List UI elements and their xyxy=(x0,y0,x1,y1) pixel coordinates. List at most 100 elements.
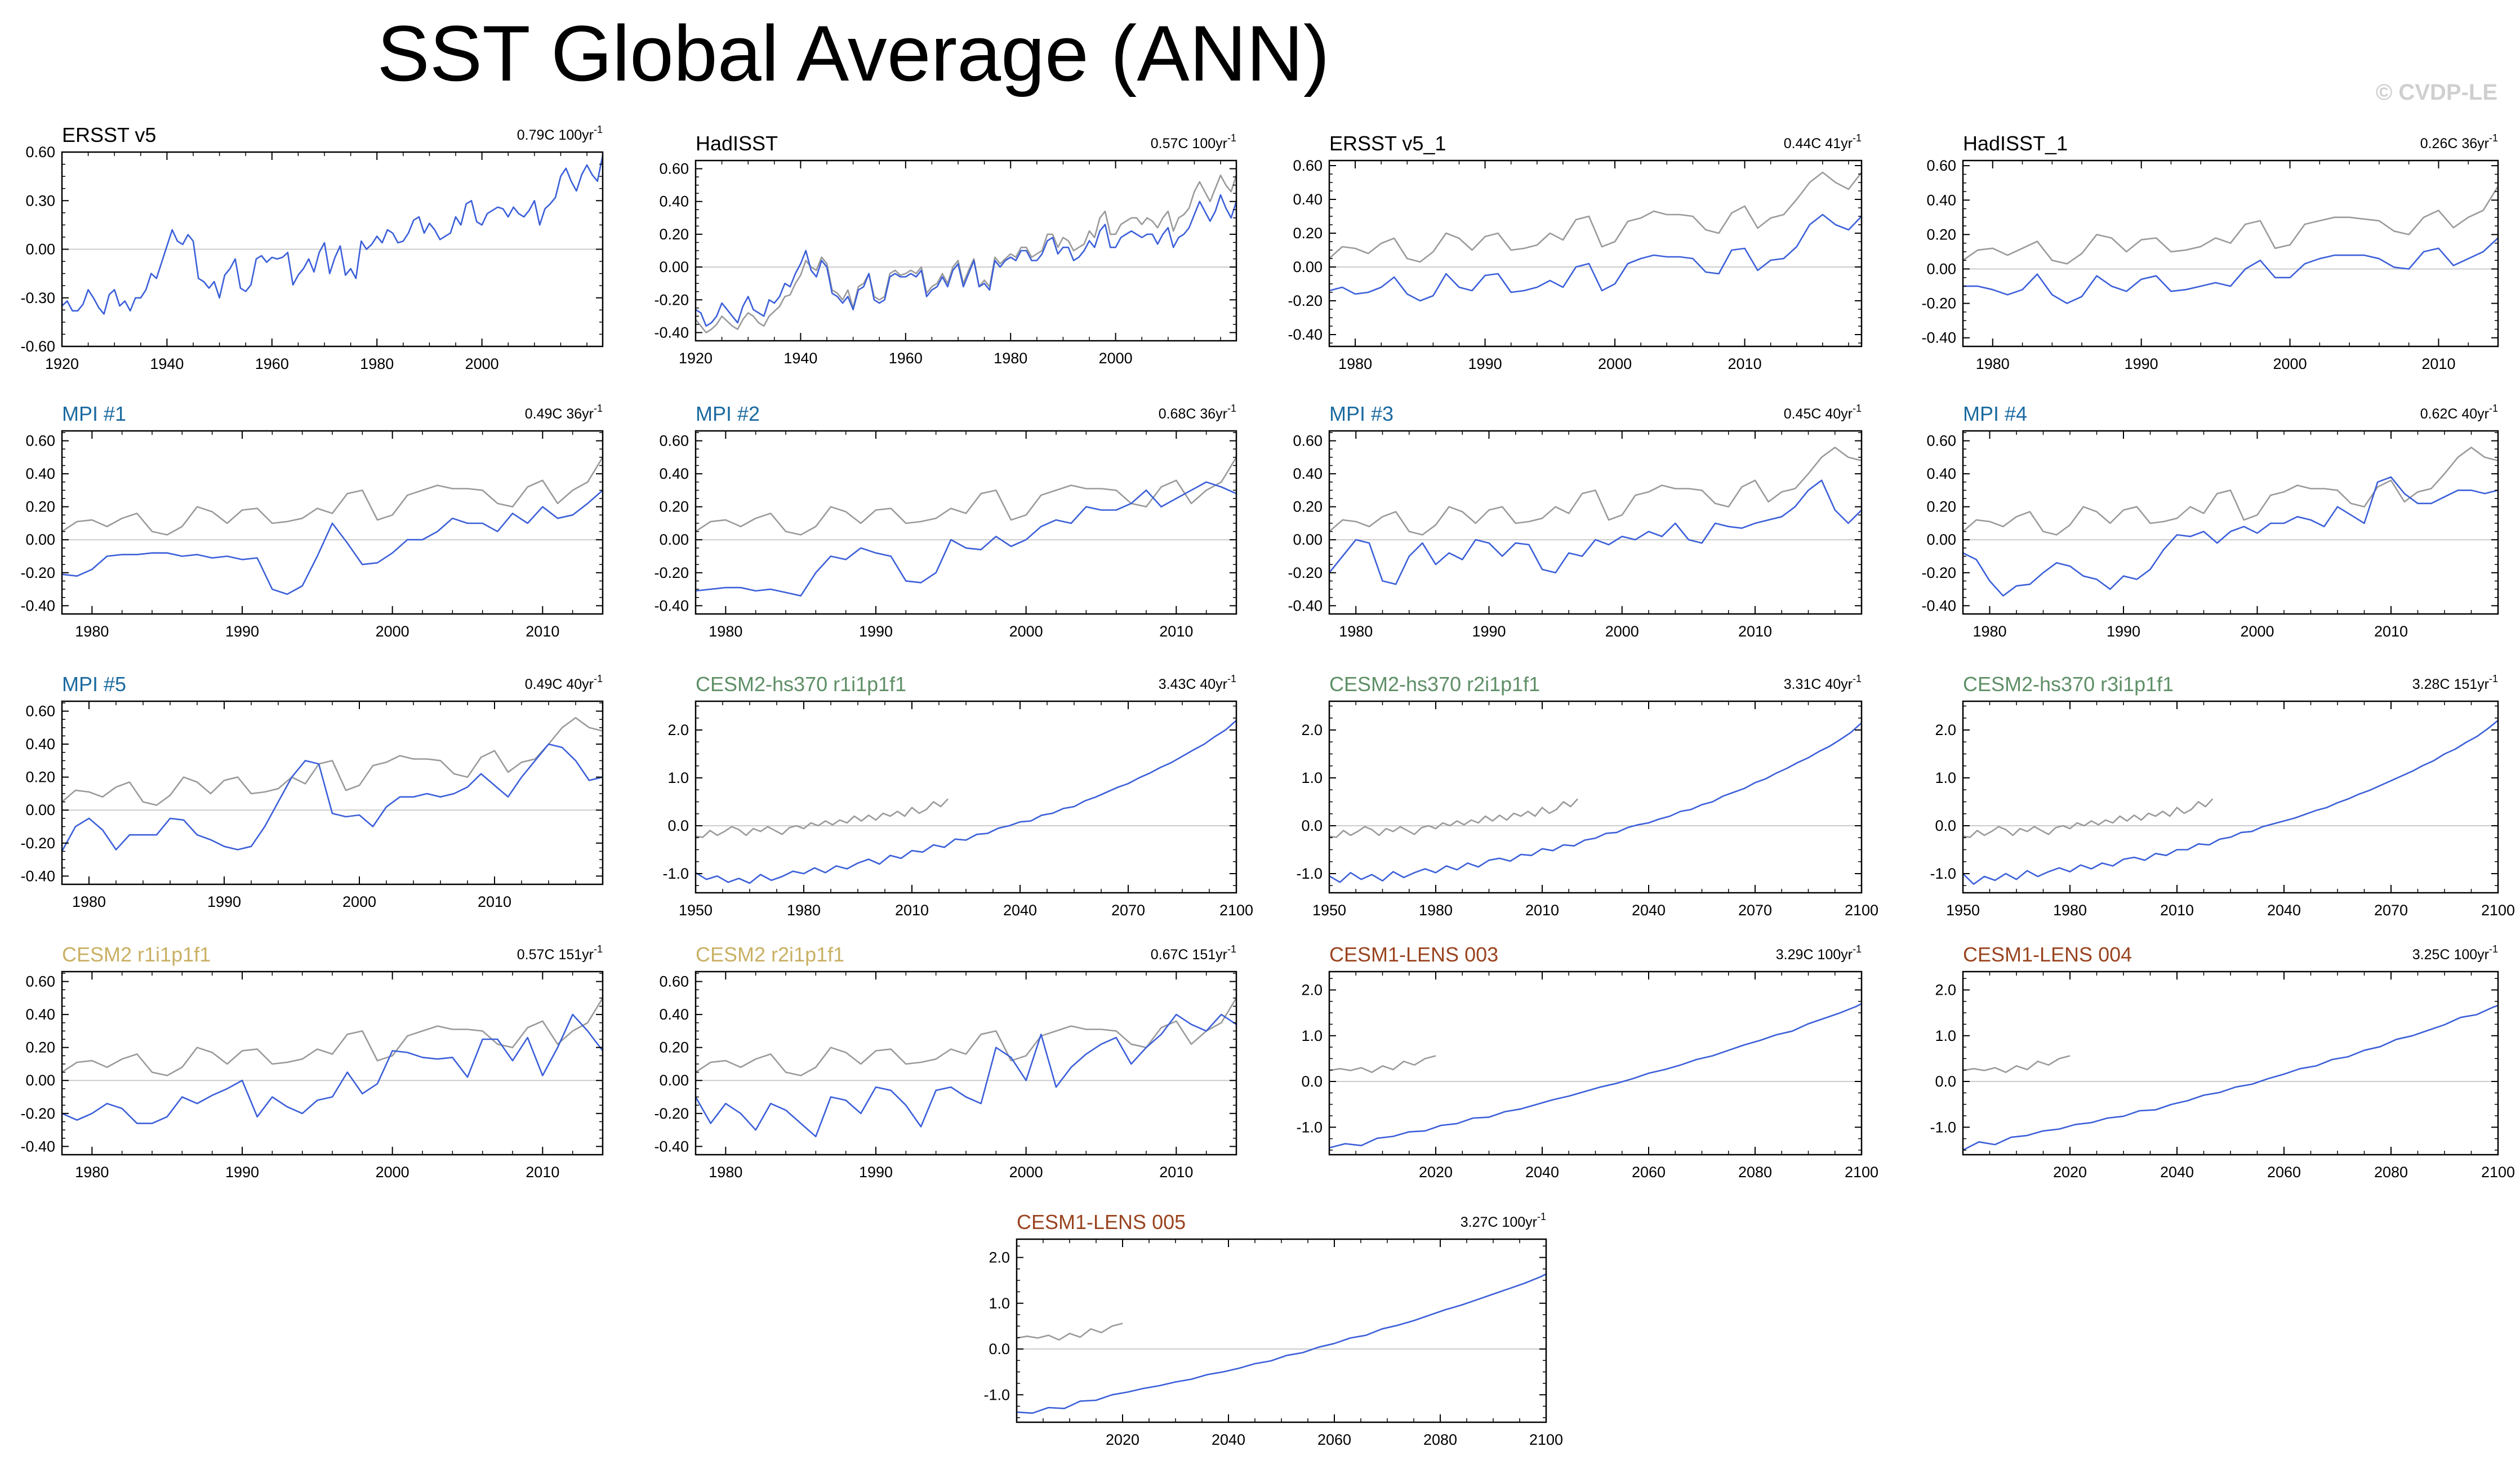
y-tick-label: -0.40 xyxy=(1288,597,1323,614)
trend-label: 0.68C 36yr-1 xyxy=(1159,403,1236,422)
y-tick-label: 0.20 xyxy=(25,1039,55,1056)
y-tick-label: -1.0 xyxy=(983,1386,1010,1403)
panel-title: MPI #5 xyxy=(62,673,126,696)
panel-ersst-v5: ERSST v5 0.79C 100yr-1 0.60 0.30 0.00 -0.30 -0… xyxy=(20,123,604,372)
y-tick-label: 0.00 xyxy=(1293,531,1323,548)
panel-mpi-2: MPI #2 0.68C 36yr-1 0.60 0.40 0.20 0.00 -0.20 -… xyxy=(654,402,1237,640)
y-tick-label: 0.60 xyxy=(25,433,55,449)
y-tick-label: 0.0 xyxy=(1301,1073,1323,1090)
panel-title: CESM2-hs370 r2i1p1f1 xyxy=(1329,673,1540,696)
y-tick-label: 0.20 xyxy=(659,498,689,515)
x-tick-label: 1980 xyxy=(2053,902,2087,919)
y-tick-label: 0.40 xyxy=(659,193,689,210)
x-tick-label: 2100 xyxy=(1529,1431,1563,1448)
x-tick-label: 2000 xyxy=(1598,355,1632,372)
y-tick-label: 1.0 xyxy=(1301,1027,1323,1044)
trend-label: 0.26C 36yr-1 xyxy=(2420,132,2498,152)
panel-cesm2-hs370-r1i1p1f1: CESM2-hs370 r1i1p1f1 3.43C 40yr-1 2.0 1.0 0.… xyxy=(662,673,1253,919)
y-tick-label: 2.0 xyxy=(1935,722,1956,738)
x-tick-label: 2040 xyxy=(2160,1164,2194,1181)
x-tick-label: 2080 xyxy=(2374,1164,2408,1181)
y-tick-label: 0.00 xyxy=(659,531,689,548)
y-tick-label: -0.40 xyxy=(1288,326,1323,343)
y-tick-label: 0.40 xyxy=(25,465,55,482)
x-tick-label: 1980 xyxy=(709,623,742,640)
y-tick-label: 0.60 xyxy=(659,433,689,449)
y-tick-label: 0.40 xyxy=(25,736,55,753)
x-tick-label: 1980 xyxy=(787,902,821,919)
x-tick-label: 2010 xyxy=(1159,623,1193,640)
series-line-primary xyxy=(1329,1003,1862,1149)
panel-mpi-4: MPI #4 0.62C 40yr-1 0.60 0.40 0.20 0.00 -0.20 -… xyxy=(1921,402,2499,640)
y-tick-label: -0.20 xyxy=(654,291,689,308)
panel-title: CESM1-LENS 004 xyxy=(1963,943,2132,966)
y-tick-label: -0.20 xyxy=(1921,564,1956,581)
y-tick-label: -1.0 xyxy=(1296,1119,1323,1136)
x-tick-label: 2060 xyxy=(1317,1431,1351,1448)
x-tick-label: 1950 xyxy=(1946,902,1980,919)
panel-mpi-3: MPI #3 0.45C 40yr-1 0.60 0.40 0.20 0.00 -0.20 -… xyxy=(1288,402,1863,640)
series-line-primary xyxy=(61,155,604,315)
x-tick-label: 1990 xyxy=(1468,355,1502,372)
trend-label: 3.28C 151yr-1 xyxy=(2412,673,2498,692)
plot-frame xyxy=(694,700,1237,894)
panel-cesm2-r2i1p1f1: CESM2 r2i1p1f1 0.67C 151yr-1 0.60 0.40 0.20 0… xyxy=(654,943,1237,1181)
y-tick-label: -0.30 xyxy=(20,290,55,306)
x-tick-label: 1980 xyxy=(1339,623,1373,640)
y-tick-label: -0.40 xyxy=(1921,597,1956,614)
y-tick-label: 0.00 xyxy=(659,259,689,275)
series-line-reference xyxy=(695,998,1237,1076)
y-tick-label: -1.0 xyxy=(1930,865,1956,882)
y-tick-label: 1.0 xyxy=(1301,769,1323,786)
panel-title: CESM2 r1i1p1f1 xyxy=(62,943,211,966)
x-tick-label: 1990 xyxy=(2107,623,2140,640)
plot-frame xyxy=(1328,159,1863,348)
y-tick-label: 0.20 xyxy=(1293,498,1323,515)
x-tick-label: 2000 xyxy=(1605,623,1639,640)
x-tick-label: 1980 xyxy=(75,1164,109,1181)
y-tick-label: 0.0 xyxy=(1935,1073,1956,1090)
plot-frame xyxy=(694,159,1237,342)
x-tick-label: 2100 xyxy=(1845,1164,1878,1181)
x-tick-label: 1980 xyxy=(360,355,394,372)
x-tick-label: 2040 xyxy=(1003,902,1037,919)
y-tick-label: -1.0 xyxy=(662,865,689,882)
trend-label: 3.25C 100yr-1 xyxy=(2412,943,2498,963)
x-tick-label: 2000 xyxy=(1099,350,1133,367)
y-tick-label: 0.0 xyxy=(1935,817,1956,834)
x-tick-label: 2080 xyxy=(1738,1164,1772,1181)
y-tick-label: -1.0 xyxy=(1296,865,1323,882)
trend-label: 0.44C 41yr-1 xyxy=(1784,132,1862,152)
plot-frame xyxy=(694,971,1237,1156)
x-tick-label: 1980 xyxy=(1973,623,2006,640)
trend-label: 0.62C 40yr-1 xyxy=(2420,403,2498,422)
y-tick-label: 0.60 xyxy=(1926,433,1956,449)
trend-label: 0.57C 100yr-1 xyxy=(1151,132,1236,152)
x-tick-label: 1960 xyxy=(255,355,289,372)
series-line-reference xyxy=(1016,1323,1123,1341)
x-tick-label: 2010 xyxy=(895,902,929,919)
y-tick-label: -0.40 xyxy=(654,597,689,614)
x-tick-label: 1980 xyxy=(75,623,109,640)
x-tick-label: 2080 xyxy=(1423,1431,1457,1448)
y-tick-label: 0.40 xyxy=(1926,192,1956,208)
series-line-reference xyxy=(61,998,604,1076)
x-tick-label: 2010 xyxy=(1525,902,1559,919)
panel-hadisst-1: HadISST_1 0.26C 36yr-1 0.60 0.40 0.20 0.00 -0.… xyxy=(1921,132,2499,372)
y-tick-label: -1.0 xyxy=(1930,1119,1956,1136)
x-tick-label: 2070 xyxy=(2374,902,2408,919)
series-line-reference xyxy=(1329,798,1578,838)
x-tick-label: 2040 xyxy=(1212,1431,1245,1448)
y-tick-label: 0.00 xyxy=(1926,531,1956,548)
trend-label: 3.27C 100yr-1 xyxy=(1461,1211,1546,1230)
x-tick-label: 2040 xyxy=(1632,902,1666,919)
x-tick-label: 2040 xyxy=(2267,902,2301,919)
plot-frame xyxy=(61,971,604,1156)
x-tick-label: 2010 xyxy=(526,623,559,640)
x-tick-label: 2040 xyxy=(1525,1164,1559,1181)
panel-title: MPI #3 xyxy=(1329,402,1393,425)
x-tick-label: 2000 xyxy=(2273,355,2307,372)
x-tick-label: 2000 xyxy=(2240,623,2274,640)
y-tick-label: 0.00 xyxy=(659,1072,689,1089)
y-tick-label: 0.20 xyxy=(25,498,55,515)
